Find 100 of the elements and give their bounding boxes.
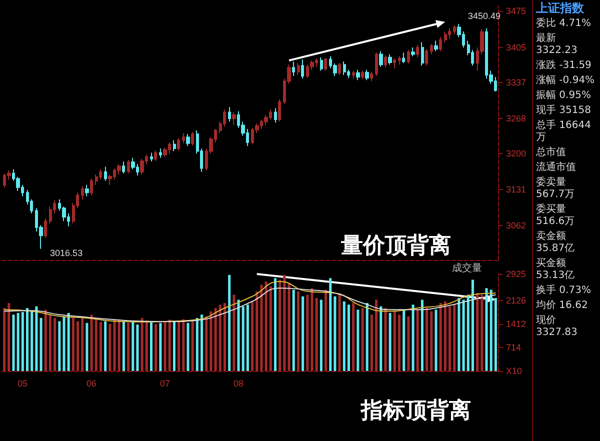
bar — [420, 300, 424, 371]
candlestick — [292, 60, 295, 76]
bar — [86, 322, 88, 371]
candlestick — [388, 54, 392, 66]
text: 振幅 0.95% — [536, 90, 592, 102]
text: 换手 0.73% — [536, 285, 592, 297]
x-tick-label: 06 — [86, 378, 97, 388]
candlestick — [439, 36, 442, 52]
bar — [54, 318, 56, 371]
candlestick — [365, 69, 369, 81]
y-tick-label: X10 — [506, 366, 522, 376]
bar — [315, 298, 318, 371]
bar — [388, 312, 392, 371]
bar — [306, 294, 309, 371]
bar — [8, 303, 10, 371]
x-tick-label: 08 — [234, 378, 244, 388]
bar — [210, 311, 212, 371]
bar — [264, 281, 268, 371]
bar — [168, 320, 171, 371]
bar — [140, 318, 144, 371]
text: 涨幅 -0.94% — [536, 75, 596, 87]
bar — [278, 280, 282, 371]
bar — [416, 310, 419, 371]
y-tick-label: 3337 — [506, 78, 526, 88]
bar — [200, 314, 204, 371]
candlestick — [274, 108, 277, 124]
x-tick-label: 07 — [160, 378, 170, 388]
bar — [402, 310, 406, 371]
bar — [26, 308, 29, 371]
y-tick-label: 3475 — [506, 6, 526, 16]
candlestick — [343, 60, 346, 76]
candlestick — [95, 174, 98, 186]
candlestick — [122, 161, 125, 174]
candlestick — [393, 58, 396, 69]
bar — [462, 300, 465, 371]
candlestick — [352, 70, 355, 80]
bar — [67, 312, 70, 371]
bar — [218, 304, 222, 371]
bar — [393, 311, 396, 371]
bar — [448, 306, 452, 371]
text: 成交量 — [452, 263, 482, 275]
bar — [274, 278, 277, 371]
bar — [352, 303, 355, 371]
bar — [16, 312, 20, 371]
candlestick — [421, 42, 424, 66]
text: 委买量 516.6万 — [536, 204, 576, 228]
bar — [324, 290, 328, 371]
y-tick-label: 714 — [506, 342, 522, 352]
bar — [191, 320, 194, 371]
y-tick-label: 3062 — [506, 220, 526, 230]
bar — [246, 304, 249, 371]
candlestick — [407, 50, 410, 64]
bar — [485, 288, 488, 371]
candlestick — [434, 40, 438, 52]
candlestick — [191, 131, 194, 146]
candlestick — [301, 58, 304, 80]
bar — [269, 286, 272, 371]
bar — [232, 294, 236, 371]
bar — [256, 291, 258, 371]
candlestick — [356, 69, 360, 81]
text: 卖金额 35.87亿 — [536, 231, 576, 255]
text: 现手 35158 — [536, 105, 592, 117]
line-series — [4, 288, 496, 322]
y-tick-label: 3131 — [506, 184, 526, 194]
candlestick — [379, 50, 383, 68]
y-tick-label: 3200 — [506, 148, 526, 159]
bar — [122, 321, 125, 371]
bar — [444, 301, 446, 371]
candlestick — [127, 159, 130, 174]
candlestick — [228, 106, 231, 122]
candlestick — [44, 218, 47, 238]
bar — [94, 320, 98, 371]
bar — [439, 303, 442, 371]
candlestick — [278, 98, 281, 122]
bar — [334, 296, 336, 371]
candlestick — [182, 132, 185, 144]
bar — [310, 288, 314, 371]
line-series — [4, 280, 496, 322]
candlestick — [402, 52, 405, 64]
candlestick — [453, 24, 456, 36]
bar — [292, 290, 295, 371]
candlestick — [411, 46, 415, 57]
bar — [76, 321, 80, 371]
annotation: 3450.49 — [468, 10, 501, 21]
candlestick — [177, 138, 180, 152]
bar — [426, 308, 428, 371]
candlestick — [81, 185, 84, 200]
text: 上证指数 — [536, 1, 585, 15]
candlestick — [448, 28, 451, 40]
candlestick — [150, 152, 153, 162]
candlestick — [444, 31, 447, 43]
bar — [58, 321, 61, 371]
candlestick — [104, 166, 107, 182]
bar — [3, 308, 6, 371]
bar — [30, 311, 34, 371]
bar — [172, 322, 176, 371]
bar — [237, 300, 240, 371]
bar — [81, 317, 84, 371]
y-tick-label: 2925 — [506, 269, 526, 279]
bar — [205, 316, 208, 371]
